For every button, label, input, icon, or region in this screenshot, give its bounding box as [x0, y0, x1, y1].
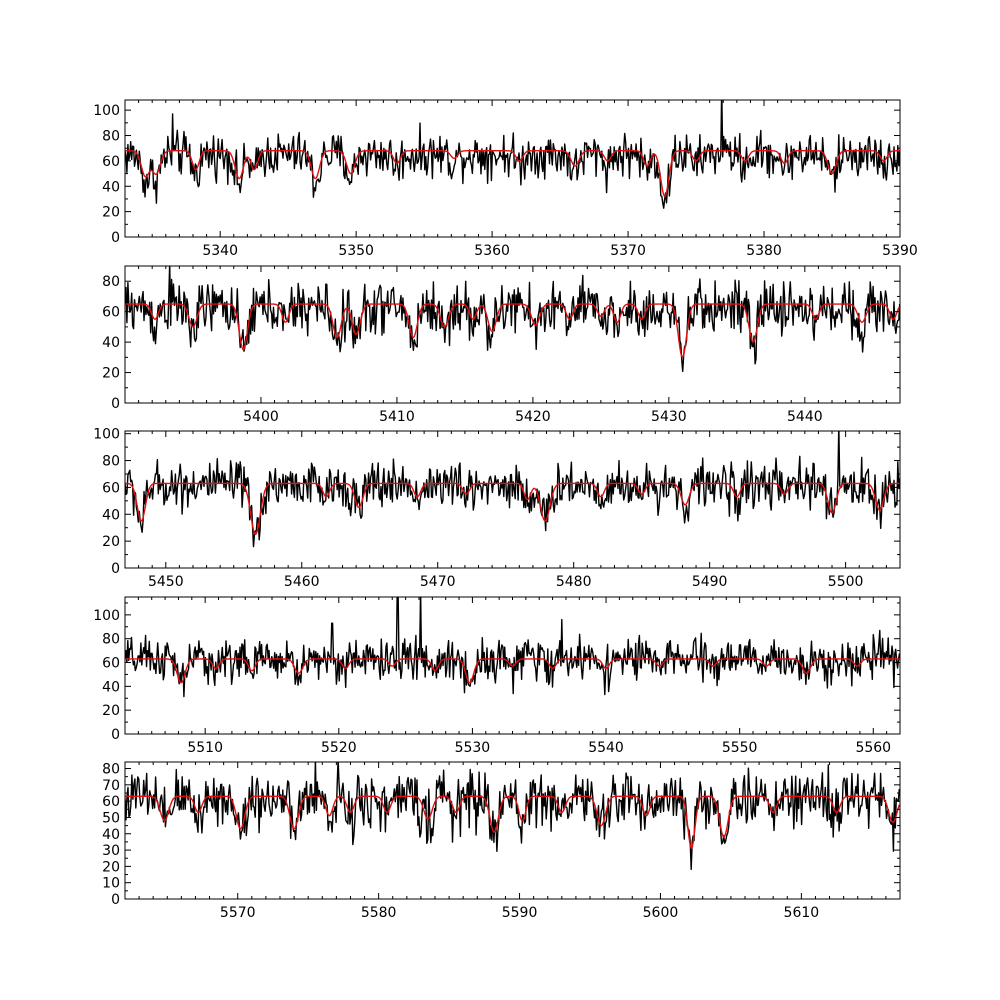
spectrum-panel-1: 5340 5350 5360 5370 5380 5390 0 20 40 60 80 100: [93, 99, 918, 259]
axes-frame: [124, 265, 901, 404]
x-tick-label: 5560: [855, 740, 891, 756]
y-tick-label: 30: [102, 843, 120, 859]
x-tick-label: 5430: [651, 409, 687, 425]
y-tick-label: 20: [102, 859, 120, 875]
spectrum-panel-3: 5450 5460 5470 5480 5490 5500 0 20 40 60 80 100: [93, 427, 901, 590]
x-tick-label: 5500: [828, 574, 864, 590]
observed-spectrum-line: [125, 266, 900, 372]
y-tick-label: 0: [111, 230, 120, 246]
y-tick-label: 40: [102, 507, 120, 523]
x-tick-label: 5610: [784, 905, 820, 921]
x-tick-label: 5480: [556, 574, 592, 590]
model-spectrum-line: [125, 482, 900, 536]
model-spectrum-line: [125, 149, 900, 198]
y-tick-label: 60: [102, 154, 120, 170]
spectrum-panel-4: 5510 5520 5530 5540 5550 5560 0 20 40 60 80 100: [93, 596, 901, 756]
y-tick-label: 20: [102, 366, 120, 382]
axes-frame: [124, 761, 901, 900]
y-tick-label: 0: [111, 561, 120, 577]
y-tick-label: 50: [102, 810, 120, 826]
x-tick-label: 5530: [455, 740, 491, 756]
x-tick-label: 5540: [588, 740, 624, 756]
x-tick-label: 5400: [243, 409, 279, 425]
y-tick-label: 60: [102, 656, 120, 672]
x-tick-label: 5470: [420, 574, 456, 590]
x-tick-label: 5370: [610, 243, 646, 259]
x-tick-label: 5520: [321, 740, 357, 756]
y-tick-label: 20: [102, 205, 120, 221]
x-tick-label: 5570: [220, 905, 256, 921]
y-tick-label: 60: [102, 305, 120, 321]
y-tick-label: 40: [102, 827, 120, 843]
x-tick-label: 5340: [202, 243, 238, 259]
x-tick-label: 5390: [882, 243, 918, 259]
x-tick-label: 5420: [515, 409, 551, 425]
y-tick-label: 80: [102, 762, 120, 778]
y-tick-label: 100: [93, 103, 120, 119]
y-tick-label: 10: [102, 876, 120, 892]
x-tick-label: 5380: [746, 243, 782, 259]
x-tick-label: 5460: [284, 574, 320, 590]
x-tick-label: 5350: [338, 243, 374, 259]
y-tick-label: 60: [102, 794, 120, 810]
observed-spectrum-line: [125, 762, 900, 871]
y-tick-label: 0: [111, 396, 120, 412]
x-tick-label: 5360: [474, 243, 510, 259]
y-tick-label: 80: [102, 274, 120, 290]
y-tick-label: 20: [102, 703, 120, 719]
x-tick-label: 5440: [787, 409, 823, 425]
y-tick-label: 40: [102, 179, 120, 195]
y-tick-label: 80: [102, 129, 120, 145]
y-tick-label: 20: [102, 534, 120, 550]
spectrum-panel-2: 5400 5410 5420 5430 5440 0 20 40 60 80: [102, 265, 901, 425]
model-spectrum-line: [125, 795, 900, 849]
y-tick-label: 40: [102, 679, 120, 695]
x-tick-label: 5490: [692, 574, 728, 590]
y-tick-label: 80: [102, 632, 120, 648]
y-tick-label: 100: [93, 427, 120, 443]
x-tick-label: 5550: [722, 740, 758, 756]
observed-spectrum-line: [125, 431, 900, 548]
x-tick-label: 5600: [643, 905, 679, 921]
y-tick-label: 40: [102, 335, 120, 351]
y-tick-label: 0: [111, 727, 120, 743]
x-tick-label: 5510: [187, 740, 223, 756]
y-tick-label: 0: [111, 892, 120, 908]
y-tick-label: 80: [102, 454, 120, 470]
x-tick-label: 5590: [502, 905, 538, 921]
axes-frame: [124, 430, 901, 569]
y-tick-label: 100: [93, 608, 120, 624]
x-tick-label: 5410: [379, 409, 415, 425]
y-tick-label: 60: [102, 480, 120, 496]
model-spectrum-line: [125, 658, 900, 684]
model-spectrum-line: [125, 303, 900, 358]
y-tick-label: 70: [102, 778, 120, 794]
x-tick-label: 5580: [361, 905, 397, 921]
observed-spectrum-line: [125, 100, 900, 209]
x-tick-label: 5450: [148, 574, 184, 590]
observed-spectrum-line: [125, 597, 900, 698]
axes-frame: [124, 99, 901, 238]
